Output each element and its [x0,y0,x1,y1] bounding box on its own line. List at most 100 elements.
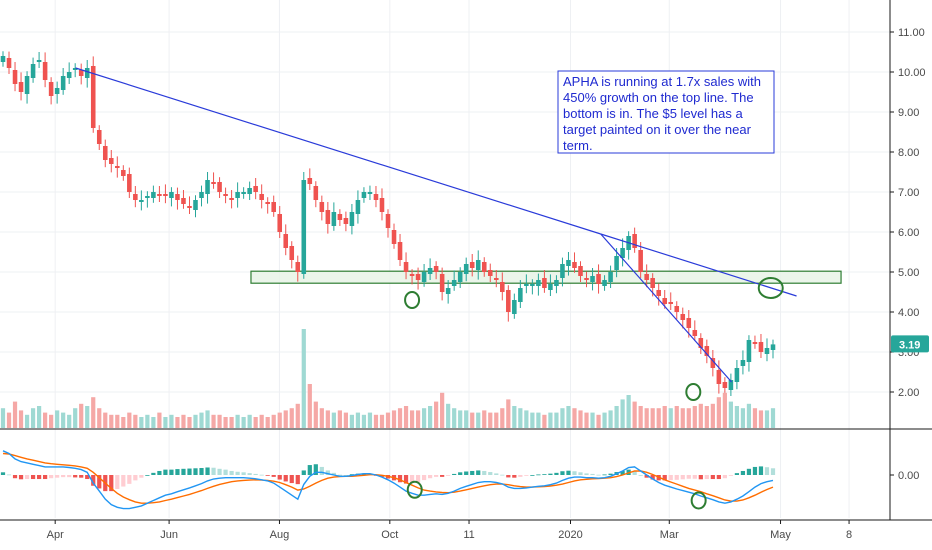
volume-bar [584,412,589,428]
macd-tick-label: 0.00 [898,470,919,482]
time-tick-label: 8 [846,529,852,541]
candle-body [42,62,48,80]
annotation-box [557,70,775,154]
current-price-label: 3.19 [899,339,920,351]
candle-body [175,194,180,200]
volume-bar [24,414,30,428]
time-tick-label: Mar [660,529,679,541]
candle-body [512,300,517,314]
candle-body [343,218,349,224]
candle-body [439,274,445,292]
volume-bar [127,412,132,428]
volume-bar [494,412,499,428]
candle-body [78,70,84,76]
time-tick-label: Aug [270,529,290,541]
macd-histogram-bar [259,474,264,476]
macd-histogram-bar [716,475,721,480]
volume-bar [61,412,66,428]
candle-body [96,130,102,144]
macd-histogram-bar [157,470,162,475]
volume-bar [458,410,463,428]
volume-bar [49,414,54,428]
macd-histogram-bar [169,469,174,475]
candle-body [259,194,264,200]
candle-body [770,344,776,350]
candle-body [90,66,96,128]
macd-histogram-bar [446,475,451,476]
candle-body [596,274,601,284]
macd-histogram-bar [458,472,463,475]
macd-histogram-bar [283,475,288,482]
macd-histogram-bar [722,475,727,479]
price-tick-label: 7.00 [898,187,919,199]
volume-bars [0,329,776,428]
macd-histogram-bar [758,466,764,475]
macd-histogram-bar [97,475,102,489]
candle-body [650,278,655,288]
annotation-line-2: 450% growth on the top line. The [563,90,754,105]
volume-bar [650,408,655,428]
candle-body [542,278,547,288]
macd-histogram-bar [217,468,222,475]
volume-bar [554,412,559,428]
candle-body [433,266,439,272]
macd-histogram-bar [253,473,258,475]
candle-body [662,298,668,304]
macd-histogram-bar [764,467,770,475]
macd-histogram-bar [542,474,547,475]
annotation-note[interactable]: APHA is running at 1.7x sales with 450% … [557,70,775,154]
candle-body [493,278,499,280]
price-tick-label: 2.00 [898,387,919,399]
volume-bar [211,414,216,428]
candle-body [241,192,246,194]
macd-histogram-bar [331,472,336,475]
candle-body [451,280,457,286]
macd-histogram-bar [289,475,294,484]
macd-histogram-bar [494,473,499,475]
candle-body [680,314,686,320]
volume-bar [656,408,661,428]
candle-body [710,358,716,368]
macd-histogram-bar [680,475,685,480]
candle-body [72,68,78,70]
volume-bar [440,392,445,428]
macd-histogram-bar [205,467,210,475]
candle-body [325,210,331,224]
candle-body [385,214,391,228]
macd-histogram-bar [211,467,216,475]
volume-bar [43,412,48,428]
candle-body [139,200,144,202]
candle-body [397,242,403,260]
volume-bar [97,408,102,428]
volume-bar [397,408,403,428]
volume-bar [355,412,361,428]
volume-bar [271,414,276,428]
macd-histogram-bar [0,472,6,475]
candle-body [566,260,571,266]
candle-body [548,284,553,290]
candle-body [620,248,625,258]
candle-body [24,76,30,94]
price-tag-background [891,335,929,353]
candle-body [66,72,72,78]
macd-histogram-bar [151,472,156,475]
candle-body [108,158,114,164]
current-price-tag: 3.19 [891,335,929,353]
volume-bar [181,414,186,428]
macd-histogram-bar [572,471,577,475]
candle-body [608,272,613,282]
candle-body [265,202,270,204]
volume-bar [6,412,12,428]
candle-body [229,198,234,200]
candle-body [187,206,192,208]
candle-body [578,266,583,276]
macd-axis: 0.00 [890,470,919,482]
macd-histogram-bar [710,475,715,480]
volume-bar [626,395,631,428]
candle-body [554,280,559,286]
macd-histogram-bar [536,474,541,476]
candle-body [193,200,198,210]
volume-bar [488,412,493,428]
macd-histogram-bar [67,475,72,478]
